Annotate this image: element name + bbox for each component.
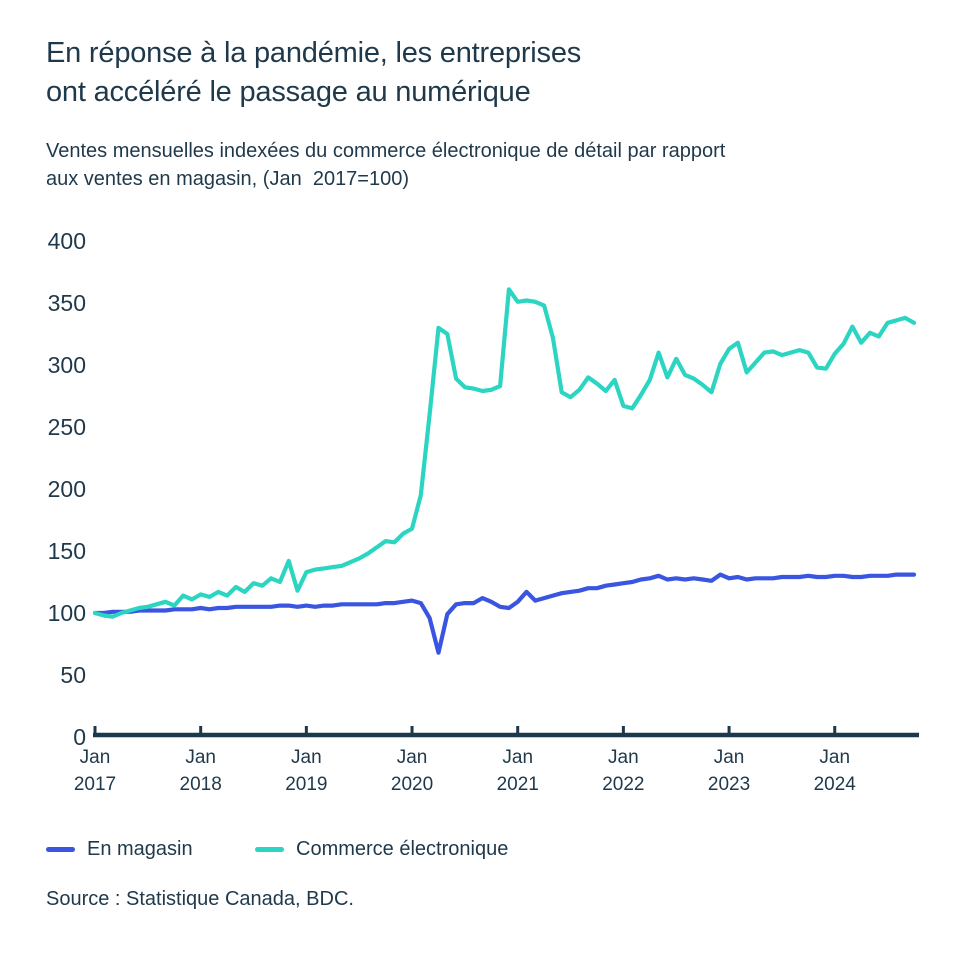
legend-item-commerce-electronique: Commerce électronique xyxy=(255,836,508,862)
x-tick-label: Jan 2022 xyxy=(602,747,645,795)
x-tick-label: Jan 2020 xyxy=(390,747,434,795)
y-tick-label: 150 xyxy=(47,538,86,564)
y-tick-label: 100 xyxy=(47,600,86,626)
y-tick-label: 250 xyxy=(47,414,86,440)
legend-label-en-magasin: En magasin xyxy=(87,837,193,860)
source-note: Source : Statistique Canada, BDC. xyxy=(46,888,354,910)
chart-title: En réponse à la pandémie, les entreprise… xyxy=(46,37,582,108)
x-tick-label: Jan 2021 xyxy=(496,747,539,795)
y-tick-label: 0 xyxy=(73,724,86,750)
x-tick-label: Jan 2023 xyxy=(707,747,751,795)
legend-swatch-commerce-electronique xyxy=(255,846,284,852)
x-tick-label: Jan 2018 xyxy=(179,747,222,795)
x-tick-label: Jan 2024 xyxy=(813,747,856,795)
y-tick-label: 300 xyxy=(47,352,86,378)
y-tick-label: 400 xyxy=(47,228,86,254)
legend-swatch-en-magasin xyxy=(46,846,75,852)
line-en-magasin xyxy=(92,572,917,655)
x-tick-label: Jan 2019 xyxy=(285,747,328,795)
legend-item-en-magasin: En magasin xyxy=(46,836,193,862)
y-tick-label: 50 xyxy=(60,662,86,688)
line-commerce-electronique xyxy=(92,287,917,619)
y-tick-label: 350 xyxy=(47,290,86,316)
y-tick-label: 200 xyxy=(47,476,86,502)
legend-label-commerce-electronique: Commerce électronique xyxy=(296,837,509,860)
x-tick-label: Jan 2017 xyxy=(73,747,117,795)
chart-subtitle: Ventes mensuelles indexées du commerce é… xyxy=(46,140,726,190)
